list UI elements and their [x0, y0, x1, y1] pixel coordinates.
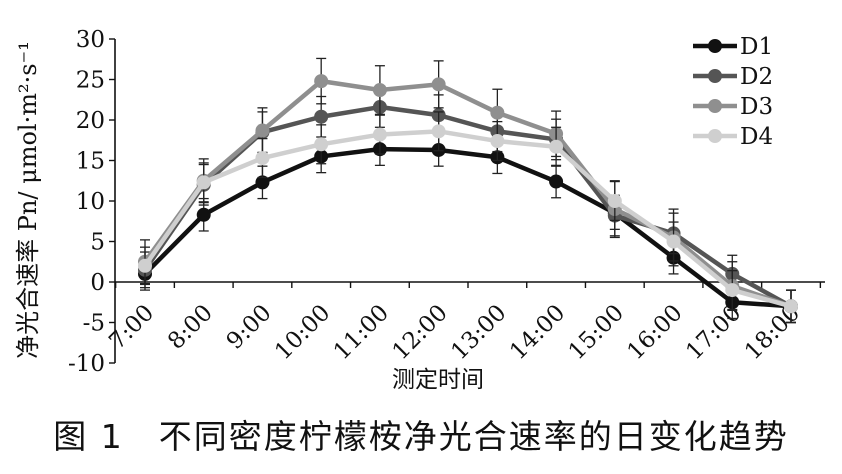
y-tick-label: 10 [76, 189, 105, 215]
data-point [255, 175, 270, 190]
series-line [143, 78, 792, 309]
y-tick-label: 30 [76, 27, 105, 53]
data-point [372, 127, 387, 142]
data-point [666, 234, 681, 249]
data-point [490, 105, 505, 120]
x-tick-label: 8:00 [163, 300, 218, 355]
data-point [196, 175, 211, 190]
series-d1 [138, 132, 798, 324]
data-point [725, 283, 740, 298]
x-tick-label: 11:00 [329, 300, 394, 365]
data-point [255, 123, 270, 138]
y-axis-label: 净光合速率 Pn/ μmol·m²·s⁻¹ [14, 41, 42, 359]
series-line [143, 146, 792, 309]
series-layer [138, 57, 798, 324]
series-d4 [138, 111, 798, 324]
data-point [314, 74, 329, 89]
data-point [549, 174, 564, 189]
line-chart: -10 -5 0 5 10 15 20 25 30 7:00 8:00 9:0010:0011:00… [14, 27, 825, 393]
x-axis-label: 测定时间 [392, 367, 484, 393]
x-tick-label: 14:00 [505, 300, 570, 365]
data-point [138, 258, 152, 273]
x-tick-label: 7:00 [104, 300, 159, 355]
x-tick-label: 10:00 [270, 300, 335, 365]
y-tick-label: -10 [68, 351, 105, 377]
data-point [549, 139, 564, 154]
legend-label: D2 [740, 64, 773, 90]
y-tick-label: 0 [90, 270, 105, 296]
y-ticks: -10 -5 0 5 10 15 20 25 30 [68, 27, 115, 377]
figure-caption: 图 1 不同密度柠檬桉净光合速率的日变化趋势 [53, 417, 789, 456]
y-tick-label: 25 [76, 68, 105, 94]
legend-label: D4 [740, 124, 773, 150]
data-point [784, 299, 798, 314]
y-tick-label: 5 [90, 230, 105, 256]
legend-label: D3 [740, 94, 773, 120]
legend: D1 D2 D3 D4 [693, 34, 773, 150]
data-point [607, 194, 622, 208]
data-point [431, 77, 446, 92]
data-point [314, 109, 329, 124]
data-point [255, 151, 270, 166]
y-tick-label: 20 [76, 108, 105, 134]
data-point [372, 83, 387, 98]
x-tick-label: 13:00 [446, 300, 511, 365]
data-point [431, 124, 446, 139]
data-point [196, 207, 211, 222]
legend-marker [708, 39, 722, 53]
legend-marker [708, 69, 722, 83]
series-line [143, 129, 792, 309]
x-tick-label: 9:00 [222, 300, 277, 355]
x-ticks: 7:00 8:00 9:0010:0011:0012:0013:0014:0015:… [104, 282, 822, 365]
x-tick-label: 15:00 [564, 300, 629, 365]
y-tick-label: 15 [76, 149, 105, 175]
data-point [490, 134, 505, 149]
x-tick-label: 16:00 [623, 300, 688, 365]
x-tick-label: 12:00 [388, 300, 453, 365]
legend-label: D1 [740, 34, 773, 60]
legend-marker [708, 99, 722, 113]
y-tick-label: -5 [83, 311, 105, 337]
data-point [314, 137, 329, 152]
legend-marker [708, 129, 722, 143]
